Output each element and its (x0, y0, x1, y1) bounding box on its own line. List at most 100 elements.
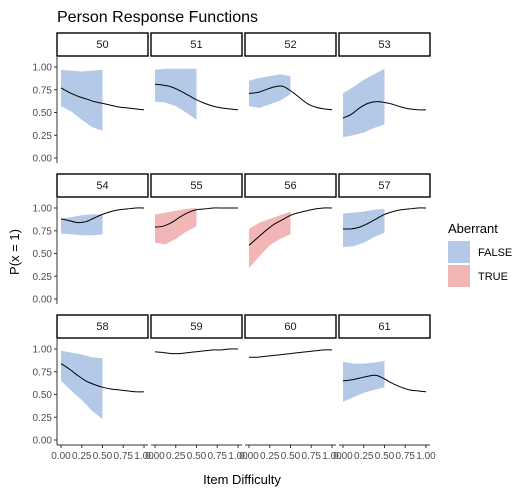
facet-panel: 51 (150, 32, 243, 120)
facet-strip (338, 314, 431, 339)
x-tick-label: 0.00 (145, 451, 165, 462)
y-tick-label: 0.25 (33, 131, 53, 142)
facet-panel: 56 (244, 173, 337, 269)
y-tick-label: 0.50 (33, 249, 53, 260)
x-tick-label: 1.00 (134, 451, 154, 462)
facet-label: 57 (378, 180, 390, 192)
x-tick-label: 0.50 (375, 451, 395, 462)
x-tick-label: 0.00 (239, 451, 259, 462)
x-tick-label: 0.25 (72, 451, 92, 462)
response-curve (60, 87, 145, 111)
facet-strip (244, 173, 337, 198)
response-curve (248, 207, 333, 246)
response-curve (342, 207, 427, 230)
response-curve (154, 207, 238, 228)
y-tick-label: 0.50 (33, 390, 53, 401)
x-tick-label: 0.50 (187, 451, 207, 462)
facet-label: 60 (284, 321, 296, 333)
facet-panel: 52 (244, 32, 337, 111)
x-tick-label: 0.75 (302, 451, 322, 462)
y-tick-label: 1.00 (33, 204, 53, 215)
x-tick-label: 0.75 (396, 451, 416, 462)
x-tick-label: 0.75 (208, 451, 228, 462)
facet-label: 59 (190, 321, 202, 333)
legend-key (448, 241, 470, 263)
x-tick-label: 0.25 (354, 451, 374, 462)
chart-title: Person Response Functions (57, 9, 258, 26)
facet-label: 54 (96, 180, 108, 192)
facet-label: 61 (378, 321, 390, 333)
y-tick-label: 0.75 (33, 85, 53, 96)
y-tick-label: 1.00 (33, 63, 53, 74)
facet-label: 50 (96, 39, 108, 51)
facet-label: 53 (378, 39, 390, 51)
x-tick-label: 0.00 (51, 451, 71, 462)
facet-panel: 57 (338, 173, 431, 248)
response-curve (248, 85, 333, 111)
facet-label: 51 (190, 39, 202, 51)
y-axis-title: P(x = 1) (7, 229, 22, 275)
x-tick-label: 0.00 (333, 451, 353, 462)
facet-strip (150, 314, 243, 339)
confidence-band (249, 74, 291, 108)
y-tick-label: 0.75 (33, 367, 53, 378)
x-tick-label: 0.50 (93, 451, 113, 462)
response-curve (342, 101, 427, 119)
confidence-band (343, 360, 385, 402)
confidence-band (61, 350, 103, 420)
facet-panel: 53 (338, 32, 431, 138)
y-tick-label: 0.50 (33, 108, 53, 119)
legend-title: Aberrant (448, 221, 498, 236)
facet-label: 56 (284, 180, 296, 192)
facet-strip (56, 314, 149, 339)
confidence-band (155, 208, 197, 245)
y-tick-label: 0.00 (33, 295, 53, 306)
y-tick-label: 0.00 (33, 154, 53, 165)
response-curve (154, 348, 239, 355)
legend-label: FALSE (478, 247, 512, 259)
facet-panel: 50 0.00 0.25 0.50 0.75 1.00 (33, 32, 149, 165)
x-tick-label: 1.00 (416, 451, 436, 462)
facet-strip (56, 32, 149, 57)
facet-strip (338, 32, 431, 57)
response-curve (248, 349, 333, 358)
confidence-band (155, 68, 197, 120)
facet-label: 52 (284, 39, 296, 51)
confidence-band (343, 208, 385, 248)
facet-panel: 61 0.00 0.25 0.50 0.75 1.00 (333, 314, 436, 462)
y-tick-label: 1.00 (33, 345, 53, 356)
x-tick-label: 0.75 (114, 451, 134, 462)
legend-key (448, 265, 470, 287)
confidence-band (61, 214, 103, 236)
y-tick-label: 0.00 (33, 436, 53, 447)
response-curve (60, 363, 145, 393)
facet-panel: 580.000.250.500.751.000.00 0.25 0.50 0.75 1.… (33, 314, 154, 462)
x-tick-label: 0.25 (166, 451, 186, 462)
confidence-band (343, 68, 385, 138)
y-tick-label: 0.75 (33, 226, 53, 237)
facet-strip (244, 32, 337, 57)
legend: Aberrant FALSE TRUE (448, 221, 512, 287)
x-tick-label: 1.00 (228, 451, 248, 462)
facet-strip (338, 173, 431, 198)
x-tick-label: 0.25 (260, 451, 280, 462)
facet-panel: 54 0.00 0.25 0.50 0.75 1.00 (33, 173, 149, 306)
response-curve (60, 207, 145, 224)
facet-panel: 59 0.00 0.25 0.50 0.75 1.00 (145, 314, 248, 462)
facet-strip (150, 32, 243, 57)
x-axis-title: Item Difficulty (203, 472, 281, 487)
x-tick-label: 0.50 (281, 451, 301, 462)
facet-label: 55 (190, 180, 202, 192)
confidence-band (61, 69, 103, 131)
response-curve (342, 374, 427, 393)
y-tick-label: 0.25 (33, 413, 53, 424)
facet-strip (56, 173, 149, 198)
facet-strip (150, 173, 243, 198)
facet-panel: 60 0.00 0.25 0.50 0.75 1.00 (239, 314, 342, 462)
facet-strip (244, 314, 337, 339)
response-curve (154, 83, 239, 111)
facet-label: 58 (96, 321, 108, 333)
y-tick-label: 0.25 (33, 272, 53, 283)
